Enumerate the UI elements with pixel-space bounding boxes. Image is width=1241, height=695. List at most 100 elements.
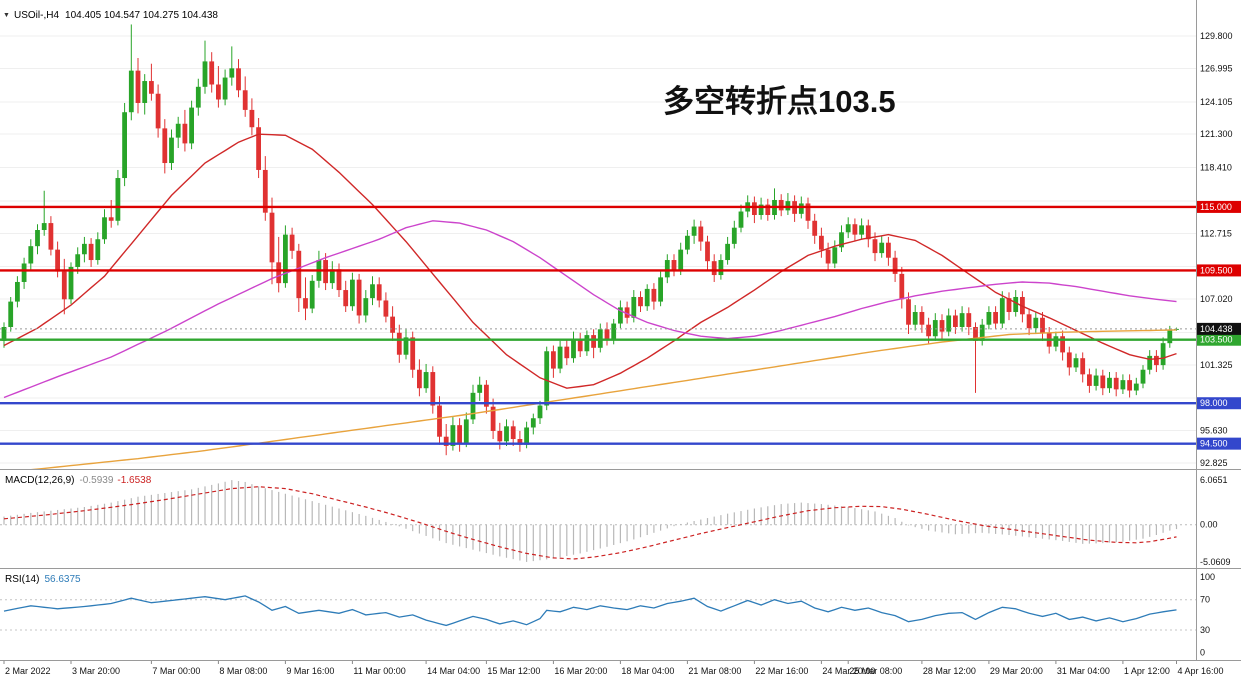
candle-bearish [852, 224, 858, 235]
macd-title: MACD(12,26,9) -0.5939 -1.6538 [5, 475, 152, 486]
candle-bearish [303, 298, 308, 309]
ma-slow-line [30, 329, 1177, 469]
candle-bearish [61, 271, 67, 300]
candle-bearish [336, 269, 342, 291]
candle-bearish [966, 313, 972, 328]
candle-bullish [1133, 383, 1139, 391]
candle-bullish [202, 61, 208, 87]
candle-bearish [343, 290, 349, 307]
candle-bullish [1013, 296, 1019, 312]
macd-scale-label: 6.0651 [1200, 475, 1228, 485]
candle-bullish [731, 227, 737, 244]
candle-bullish [95, 239, 101, 261]
candle-bearish [249, 109, 255, 128]
candle-bearish [437, 405, 442, 437]
rsi-title: RSI(14) 56.6375 [5, 574, 81, 585]
price-scale-label: 126.995 [1200, 63, 1233, 73]
candle-bearish [698, 226, 704, 242]
candle-bullish [839, 232, 844, 248]
price-scale-label: 118.410 [1200, 163, 1232, 173]
time-axis-label: 25 Mar 08:00 [849, 666, 902, 676]
price-scale-label: 95.630 [1200, 426, 1228, 436]
candle-bullish [28, 246, 34, 264]
candle-bullish [477, 384, 483, 393]
candle-bearish [825, 249, 831, 264]
candle-bullish [530, 418, 536, 428]
candle-bullish [1033, 317, 1039, 329]
candle-bearish [638, 296, 643, 307]
price-scale-label: 124.105 [1200, 97, 1233, 107]
horizontal-line-objects[interactable] [0, 205, 1196, 445]
candle-bullish [544, 351, 550, 406]
candle-bullish [584, 335, 590, 352]
candle-bearish [551, 351, 556, 369]
time-axis-label: 31 Mar 04:00 [1057, 666, 1110, 676]
candle-bullish [102, 217, 107, 240]
candle-bearish [892, 257, 898, 274]
candle-bullish [122, 112, 127, 179]
time-axis-label: 7 Mar 00:00 [152, 666, 200, 676]
candle-bullish [15, 281, 20, 302]
candle-bearish [135, 70, 141, 103]
candle-bullish [82, 243, 87, 255]
candle-bearish [671, 260, 677, 271]
candle-bullish [423, 372, 429, 389]
candle-bearish [182, 123, 188, 144]
price-pane[interactable]: 多空转折点103.5 ▼ USOil-,H4 104.405 104.547 10… [0, 10, 1196, 473]
candle-bearish [1100, 375, 1106, 389]
candle-bullish [189, 107, 194, 144]
candle-bearish [564, 346, 570, 359]
candle-bearish [604, 329, 610, 340]
candle-bearish [1127, 380, 1132, 391]
time-axis-label: 15 Mar 12:00 [487, 666, 540, 676]
candle-bearish [1006, 298, 1012, 312]
macd-pane[interactable]: MACD(12,26,9) -0.5939 -1.6538 [0, 475, 1196, 562]
candle-bullish [631, 296, 637, 318]
price-level-badge-label: 94.500 [1200, 439, 1228, 449]
candle-bearish [262, 169, 268, 213]
candle-bearish [108, 217, 114, 221]
time-axis-label: 1 Apr 12:00 [1124, 666, 1170, 676]
candle-bullish [644, 288, 650, 307]
candle-bullish [283, 234, 288, 284]
candle-bearish [624, 307, 630, 318]
ma-mid-line [3, 220, 1177, 399]
candle-bearish [410, 337, 416, 370]
annotation-text[interactable]: 多空转折点103.5 [663, 84, 896, 119]
candle-bearish [993, 311, 998, 324]
candle-bullish [932, 320, 938, 337]
macd-series [0, 480, 1196, 562]
rsi-scale-label: 70 [1200, 595, 1210, 605]
time-axis-label: 21 Mar 08:00 [688, 666, 741, 676]
candle-bullish [912, 311, 918, 325]
candle-bullish [350, 279, 355, 307]
candle-bullish [725, 243, 730, 261]
candle-bearish [752, 202, 757, 215]
rsi-series [0, 595, 1196, 631]
pane-separators[interactable] [0, 469, 1241, 661]
candle-bearish [155, 93, 161, 129]
time-axis-label: 24 Mar 20:00 [822, 666, 875, 676]
candle-bearish [484, 384, 489, 407]
rsi-scale-label: 0 [1200, 648, 1205, 658]
rsi-pane[interactable]: RSI(14) 56.6375 [0, 574, 1196, 631]
candle-bearish [865, 225, 871, 240]
candle-bullish [115, 178, 121, 221]
symbol-collapse-icon[interactable]: ▼ [3, 12, 10, 19]
candle-bearish [162, 128, 168, 164]
candle-bearish [973, 327, 978, 341]
candle-bearish [906, 299, 911, 325]
price-scale[interactable]: 129.800 126.995 124.105 121.300 118.410 112.7… [1196, 0, 1241, 660]
time-axis[interactable]: 2 Mar 2022 3 Mar 20:00 7 Mar 00:00 8 Mar 08… [3, 661, 1224, 676]
candle-bullish [463, 419, 469, 443]
candle-bearish [1080, 358, 1086, 375]
candle-bearish [919, 311, 925, 325]
candle-bearish [276, 262, 282, 284]
current-price-badge [1197, 322, 1241, 335]
candle-bullish [222, 77, 228, 100]
macd-scale-label: 0.00 [1200, 520, 1218, 530]
price-level-badge [1197, 264, 1241, 277]
candle-bullish [175, 123, 181, 138]
candle-bullish [879, 242, 885, 254]
